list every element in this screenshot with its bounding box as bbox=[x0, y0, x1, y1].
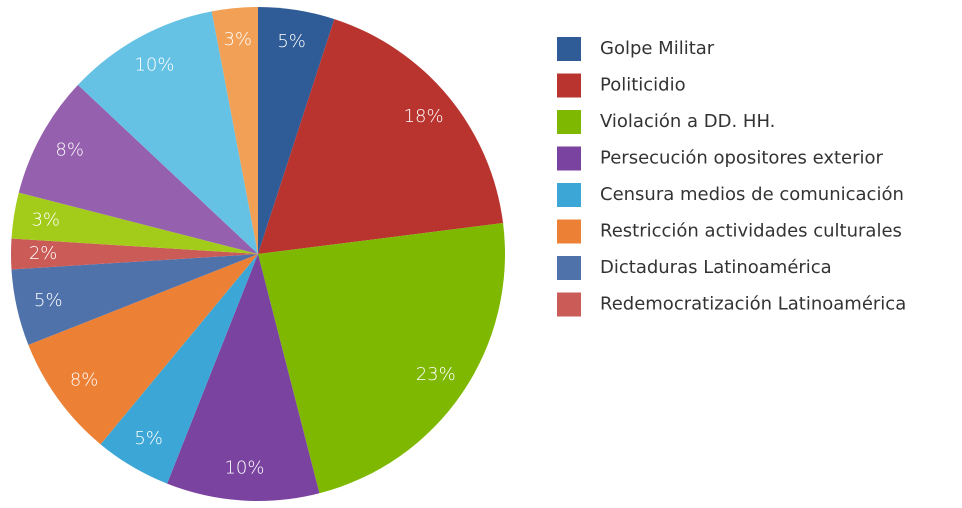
pie-slice bbox=[77, 11, 258, 255]
legend-swatch bbox=[557, 292, 581, 317]
pie-slice bbox=[258, 19, 504, 255]
pie-slice bbox=[211, 7, 258, 254]
legend-label: Dictaduras Latinoamérica bbox=[600, 257, 832, 278]
slice-label: 5% bbox=[134, 428, 163, 449]
legend-label: Restricción actividades culturales bbox=[600, 221, 902, 242]
legend-label: Censura medios de comunicación bbox=[600, 184, 904, 205]
pie-slice bbox=[11, 254, 259, 345]
pie-slice bbox=[167, 254, 320, 501]
slice-label: 10% bbox=[134, 55, 174, 76]
pie-slice bbox=[100, 254, 258, 484]
legend-swatch bbox=[557, 110, 581, 134]
slice-label: 3% bbox=[31, 209, 60, 230]
slice-label: 8% bbox=[70, 369, 99, 390]
pie-slice bbox=[11, 192, 259, 254]
legend-label: Persecución opositores exterior bbox=[600, 148, 884, 169]
legend-label: Violación a DD. HH. bbox=[600, 111, 775, 132]
legend-label: Golpe Militar bbox=[600, 38, 715, 59]
slice-label: 5% bbox=[277, 31, 306, 52]
pie-slice bbox=[18, 84, 258, 254]
pie-slice bbox=[11, 238, 259, 270]
legend-label: Politicidio bbox=[600, 75, 686, 96]
legend-swatch bbox=[557, 146, 581, 171]
slice-label: 10% bbox=[224, 457, 264, 478]
slice-label: 8% bbox=[55, 139, 84, 160]
pie-slice bbox=[258, 223, 505, 494]
legend-swatch bbox=[557, 183, 581, 207]
legend-swatch bbox=[557, 73, 581, 98]
slice-label: 23% bbox=[416, 364, 456, 385]
legend-label: Redemocratización Latinoamérica bbox=[600, 294, 906, 315]
pie-slice bbox=[28, 254, 258, 445]
legend-swatch bbox=[557, 256, 581, 280]
slice-label: 5% bbox=[34, 290, 63, 311]
legend-swatch bbox=[557, 37, 581, 61]
slice-label: 18% bbox=[404, 106, 444, 127]
pie-slice bbox=[258, 7, 335, 254]
slice-label: 2% bbox=[29, 243, 58, 264]
slice-label: 3% bbox=[223, 29, 252, 50]
legend-swatch bbox=[557, 219, 581, 244]
